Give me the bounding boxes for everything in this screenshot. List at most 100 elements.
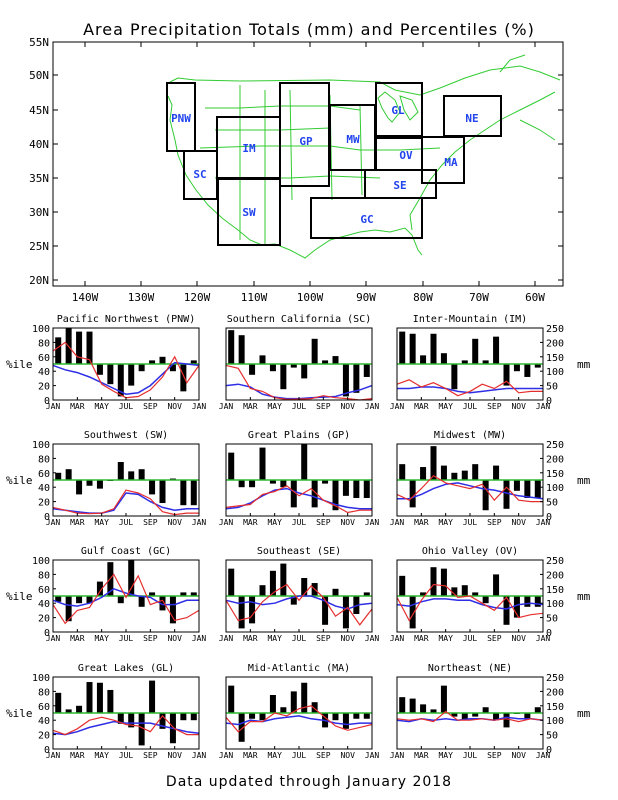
data-update-note: Data updated through January 2018 <box>165 774 453 790</box>
x-tick-label: SEP <box>316 634 331 643</box>
percentile-bar <box>238 713 245 742</box>
percentile-bar <box>76 480 83 495</box>
y2-tick-label: 100 <box>546 599 564 610</box>
normal-precip-line <box>225 487 372 510</box>
percentile-bar <box>534 480 541 498</box>
region-chart: Southwest (SW)JAN MAR MAY JUL SEP NOV JAN02040… <box>6 430 206 527</box>
percentile-bar <box>513 480 520 491</box>
percentile-bar <box>280 707 287 713</box>
x-tick-label: JAN <box>219 751 234 760</box>
percentile-bar <box>269 364 276 372</box>
x-tick-label: JAN <box>192 518 207 527</box>
y2-axis-label: mm <box>577 707 591 720</box>
lat-label: 45N <box>29 104 49 117</box>
normal-precip-line <box>397 482 544 500</box>
x-tick-label: SEP <box>487 518 502 527</box>
region-label-sw: SW <box>242 206 256 219</box>
actual-precip-line <box>396 710 544 723</box>
percentile-bar <box>399 697 406 713</box>
x-tick-label: SEP <box>487 634 502 643</box>
x-tick-label: SEP <box>143 402 158 411</box>
percentile-bar <box>280 480 287 488</box>
percentile-bar <box>149 592 156 596</box>
percentile-bar <box>363 364 370 377</box>
percentile-bar <box>503 364 510 386</box>
x-tick-label: JUL <box>292 402 307 411</box>
x-tick-label: MAY <box>438 518 453 527</box>
percentile-bar <box>290 364 297 368</box>
chart-title: Southern California (SC) <box>227 314 372 325</box>
percentile-bar <box>399 464 406 480</box>
x-tick-label: SEP <box>487 751 502 760</box>
x-tick-label: MAY <box>267 751 282 760</box>
y2-tick-label: 200 <box>546 454 564 465</box>
percentile-bar <box>169 364 176 372</box>
x-tick-label: SEP <box>143 634 158 643</box>
us-region-map: PNW SC IM SW GP MW GL OV SE GC MA NE 55N 50N 45N 40N 35… <box>29 36 564 304</box>
normal-precip-line <box>52 492 199 514</box>
y2-axis-label: mm <box>577 358 591 371</box>
x-tick-label: JUL <box>292 634 307 643</box>
percentile-bar <box>451 472 458 480</box>
percentile-bar <box>513 596 520 618</box>
percentile-bar <box>461 360 468 364</box>
percentile-bar <box>311 338 318 364</box>
percentile-bar <box>472 338 479 364</box>
region-label-gl: GL <box>391 104 405 117</box>
percentile-bar <box>86 331 93 364</box>
percentile-bar <box>513 364 520 372</box>
percentile-bar <box>238 335 245 364</box>
y2-tick-label: 200 <box>546 687 564 698</box>
percentile-bar <box>65 469 72 480</box>
percentile-bar <box>332 356 339 364</box>
x-tick-label: MAR <box>243 402 258 411</box>
x-tick-label: MAR <box>70 634 85 643</box>
y-axis-label: %ile <box>6 358 33 371</box>
percentile-bar <box>65 596 72 622</box>
percentile-bar <box>440 465 447 480</box>
region-charts: Pacific Northwest (PNW) JAN MAR MAY JUL SEP NO… <box>6 314 591 760</box>
x-tick-label: JUL <box>292 518 307 527</box>
y-tick-label: 100 <box>32 324 50 335</box>
actual-precip-line <box>396 379 543 397</box>
lon-label: 100W <box>297 291 324 304</box>
percentile-bar <box>472 713 479 717</box>
percentile-bar <box>259 585 266 596</box>
region-chart: Southern California (SC) JAN MAR MAY JUL SEP N… <box>219 314 380 411</box>
percentile-bar <box>420 467 427 480</box>
percentile-bar <box>420 355 427 364</box>
percentile-bar <box>86 480 93 486</box>
percentile-bar <box>159 356 166 364</box>
chart-title: Gulf Coast (GC) <box>81 546 171 557</box>
x-tick-label: NOV <box>340 518 355 527</box>
x-tick-label: SEP <box>487 402 502 411</box>
region-label-pnw: PNW <box>171 112 191 125</box>
map-frame <box>52 41 564 287</box>
percentile-bar <box>138 596 145 607</box>
percentile-bar <box>461 713 468 721</box>
region-chart: Southeast (SE) JAN MAR MAY JUL SEP NOV JAN <box>219 546 380 643</box>
x-tick-label: MAY <box>94 402 109 411</box>
percentile-bar <box>332 713 339 721</box>
region-chart: Mid-Atlantic (MA) JAN MAR MAY JUL SEP NOV JAN <box>219 663 380 760</box>
lon-label: 90W <box>356 291 376 304</box>
y-tick-label: 20 <box>38 498 50 509</box>
x-tick-label: NOV <box>340 402 355 411</box>
chart-title: Mid-Atlantic (MA) <box>248 663 350 674</box>
x-tick-label: JAN <box>536 402 551 411</box>
x-tick-label: NOV <box>167 634 182 643</box>
region-label-ne: NE <box>465 112 478 125</box>
actual-precip-line <box>52 341 200 399</box>
percentile-bar <box>409 698 416 713</box>
region-chart: Ohio Valley (OV)JAN MAR MAY JUL SEP NOV JAN050… <box>390 546 591 643</box>
percentile-bar <box>524 364 531 377</box>
y-tick-label: 80 <box>38 570 50 581</box>
x-tick-label: MAR <box>414 751 429 760</box>
x-tick-label: JAN <box>536 634 551 643</box>
x-tick-label: MAY <box>267 634 282 643</box>
actual-precip-line <box>52 714 199 736</box>
lon-label: 80W <box>413 291 433 304</box>
x-tick-label: JAN <box>536 751 551 760</box>
percentile-bar <box>332 588 339 596</box>
percentile-bar <box>180 713 187 721</box>
